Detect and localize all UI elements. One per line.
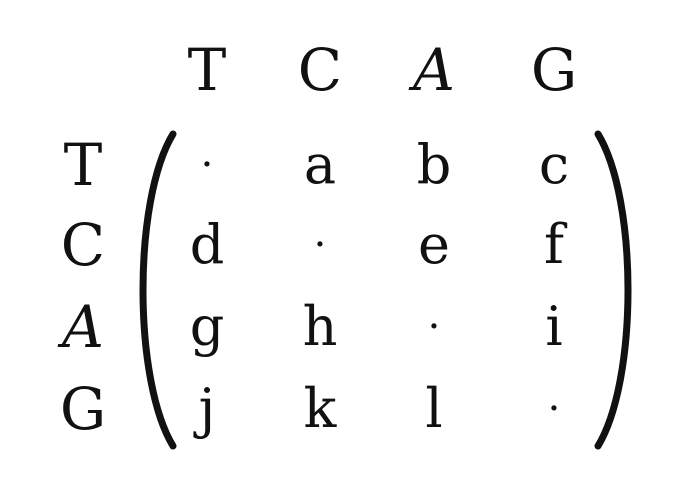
- row-header-a: A: [62, 293, 104, 361]
- left-parenthesis: [125, 130, 185, 450]
- column-header-c: C: [297, 36, 343, 104]
- matrix-cell-g-a: l: [425, 377, 443, 440]
- matrix-cell-c-c: ·: [313, 222, 327, 268]
- matrix-cell-a-t: g: [189, 295, 225, 358]
- row-header-c: C: [60, 211, 106, 279]
- matrix-cell-a-a: ·: [427, 304, 441, 350]
- matrix-cell-t-g: c: [538, 133, 570, 196]
- right-parenthesis: [586, 130, 646, 450]
- column-header-a: A: [413, 36, 455, 104]
- column-header-g: G: [530, 36, 578, 104]
- matrix-cell-t-c: a: [303, 133, 337, 196]
- matrix-cell-g-g: ·: [547, 386, 561, 432]
- matrix-cell-t-t: ·: [200, 142, 214, 188]
- matrix-cell-c-a: e: [418, 213, 450, 276]
- matrix-cell-g-t: j: [198, 377, 216, 440]
- matrix-cell-c-g: f: [544, 213, 564, 276]
- matrix-cell-c-t: d: [189, 213, 225, 276]
- matrix-cell-g-c: k: [303, 377, 337, 440]
- matrix-cell-a-c: h: [302, 295, 338, 358]
- matrix-cell-a-g: i: [545, 295, 563, 358]
- matrix-cell-t-a: b: [416, 133, 452, 196]
- column-header-t: T: [187, 36, 227, 104]
- row-header-t: T: [63, 131, 103, 199]
- row-header-g: G: [59, 375, 107, 443]
